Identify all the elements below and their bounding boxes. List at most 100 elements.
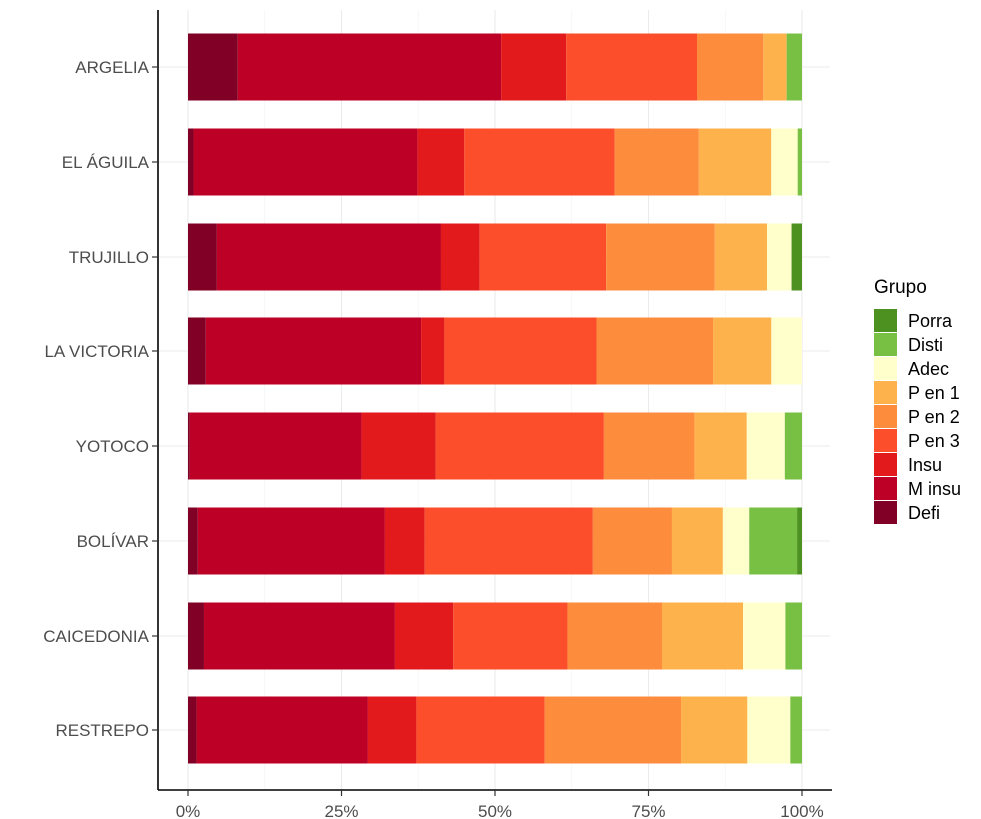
bar-segment: [697, 33, 764, 101]
bar-segment: [746, 412, 785, 480]
x-tick-label: 75%: [631, 802, 665, 819]
bar-segment: [416, 696, 545, 764]
bar-segment: [662, 602, 744, 670]
legend-label: P en 1: [908, 383, 960, 403]
bar-segment: [567, 602, 663, 670]
bar-segment: [771, 317, 802, 385]
legend-label: Adec: [908, 359, 949, 379]
bar-segment: [188, 696, 197, 764]
legend: Grupo Porra Disti Adec P en 1 P en 2 P en 3 In…: [874, 277, 961, 524]
legend-key: [874, 357, 897, 380]
bar-segment: [440, 223, 480, 291]
y-tick-label: CAICEDONIA: [43, 627, 149, 646]
x-tick-label: 50%: [478, 802, 512, 819]
bar-segment: [453, 602, 568, 670]
bar-segment: [421, 317, 445, 385]
bar-segment: [784, 412, 802, 480]
y-tick-label: RESTREPO: [55, 721, 149, 740]
bar-segment: [188, 602, 204, 670]
bar-segment: [767, 223, 792, 291]
y-tick-label: YOTOCO: [76, 437, 149, 456]
bar-segment: [606, 223, 715, 291]
bar-segment: [786, 33, 802, 101]
bar-segment: [203, 602, 395, 670]
axes: ARGELIA EL ÁGUILA TRUJILLO LA VICTORIA YOTOC…: [43, 10, 832, 819]
bar-segment: [188, 223, 217, 291]
bar-segment: [791, 223, 802, 291]
bar-segment: [197, 507, 385, 575]
bar-segment: [188, 33, 238, 101]
bar-segment: [384, 507, 425, 575]
bar-segment: [479, 223, 607, 291]
x-tick-label: 25%: [324, 802, 358, 819]
bar-segment: [785, 602, 802, 670]
legend-key: [874, 477, 897, 500]
legend-key: [874, 501, 897, 524]
bar-segment: [464, 128, 615, 196]
bar-segment: [417, 128, 465, 196]
legend-label: Defi: [908, 503, 940, 523]
bars: [188, 33, 802, 764]
bar-segment: [681, 696, 748, 764]
bar-segment: [188, 317, 206, 385]
bar-segment: [444, 317, 597, 385]
bar-segment: [188, 128, 194, 196]
bar-segment: [763, 33, 787, 101]
x-tick-label: 0%: [176, 802, 201, 819]
bar-segment: [722, 507, 750, 575]
x-tick-label: 100%: [780, 802, 823, 819]
bar-segment: [694, 412, 747, 480]
bar-segment: [771, 128, 798, 196]
y-tick-label: ARGELIA: [75, 58, 149, 77]
bar-segment: [698, 128, 772, 196]
legend-key: [874, 333, 897, 356]
legend-label: Disti: [908, 335, 943, 355]
bar-segment: [216, 223, 441, 291]
bar-segment: [671, 507, 723, 575]
y-tick-label: TRUJILLO: [69, 248, 149, 267]
bar-segment: [501, 33, 567, 101]
legend-key: [874, 429, 897, 452]
bar-segment: [193, 128, 418, 196]
y-tick-label: BOLÍVAR: [77, 532, 149, 551]
legend-key: [874, 309, 897, 332]
bar-segment: [237, 33, 502, 101]
legend-label: P en 2: [908, 407, 960, 427]
bar-segment: [424, 507, 593, 575]
legend-label: P en 3: [908, 431, 960, 451]
bar-segment: [714, 223, 768, 291]
legend-key: [874, 381, 897, 404]
bar-segment: [797, 128, 802, 196]
bar-segment: [189, 412, 362, 480]
legend-key: [874, 405, 897, 428]
bar-segment: [749, 507, 798, 575]
bar-segment: [592, 507, 672, 575]
bar-segment: [790, 696, 802, 764]
legend-label: Insu: [908, 455, 942, 475]
bar-segment: [435, 412, 604, 480]
bar-segment: [394, 602, 454, 670]
legend-key: [874, 453, 897, 476]
grid-lines: [158, 10, 830, 790]
bar-segment: [205, 317, 422, 385]
bar-segment: [743, 602, 786, 670]
y-tick-label: LA VICTORIA: [44, 342, 149, 361]
bar-segment: [188, 412, 190, 480]
bar-segment: [367, 696, 417, 764]
y-tick-label: EL ÁGUILA: [62, 153, 150, 172]
bar-segment: [196, 696, 368, 764]
bar-segment: [596, 317, 714, 385]
bar-segment: [361, 412, 436, 480]
bar-segment: [603, 412, 695, 480]
bar-segment: [544, 696, 682, 764]
legend-label: M insu: [908, 479, 961, 499]
bar-segment: [797, 507, 802, 575]
bar-segment: [188, 507, 198, 575]
bar-segment: [747, 696, 791, 764]
bar-segment: [566, 33, 698, 101]
bar-segment: [614, 128, 699, 196]
legend-label: Porra: [908, 311, 953, 331]
bar-segment: [713, 317, 772, 385]
legend-title: Grupo: [874, 277, 927, 298]
